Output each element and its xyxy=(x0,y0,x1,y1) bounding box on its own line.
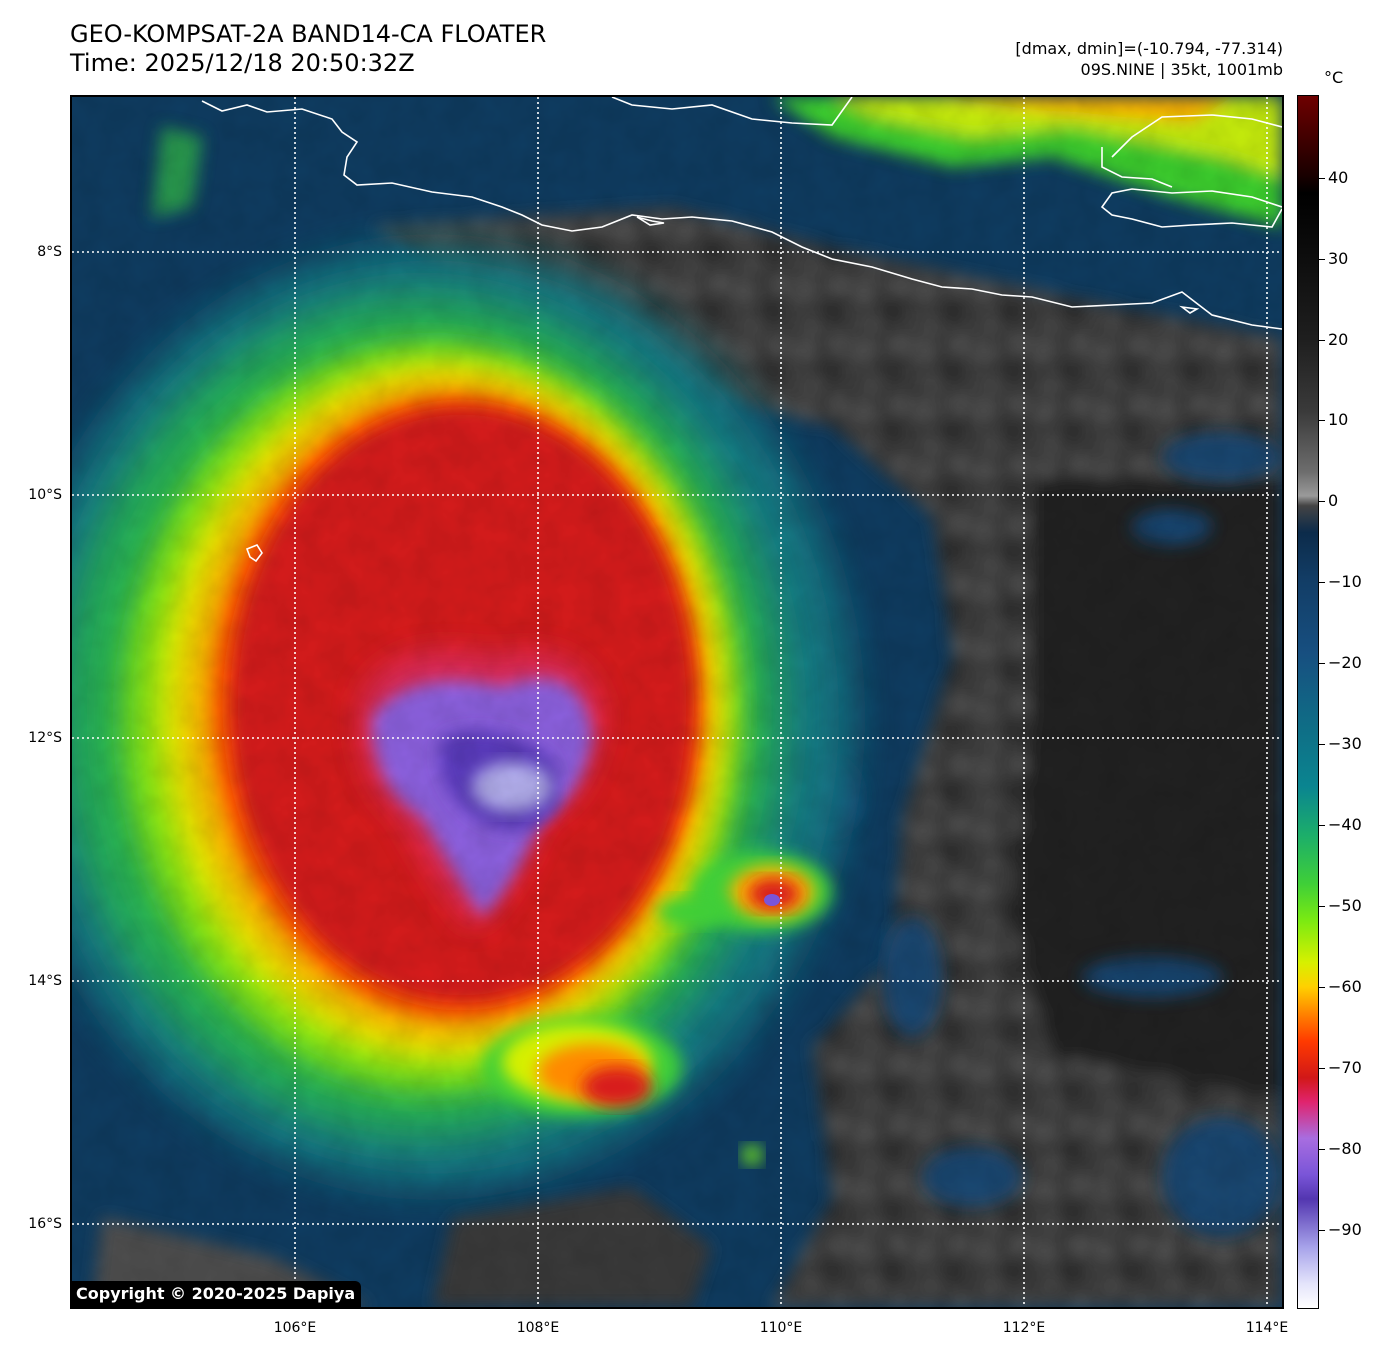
infrared-imagery xyxy=(72,97,1282,1307)
colorbar-label: 0 xyxy=(1328,491,1339,510)
storm-summary: 09S.NINE | 35kt, 1001mb xyxy=(1080,60,1283,79)
lon-label-106e: 106°E xyxy=(273,1320,317,1336)
colorbar-label: −10 xyxy=(1328,572,1362,591)
colorbar-label: −40 xyxy=(1328,815,1362,834)
observation-time: Time: 2025/12/18 20:50:32Z xyxy=(70,49,415,77)
colorbar-label: 40 xyxy=(1328,168,1349,187)
colorbar-tick xyxy=(1319,1149,1325,1150)
colorbar-tick xyxy=(1319,825,1325,826)
lat-label-8s: 8°S xyxy=(37,244,62,260)
colorbar-label: 30 xyxy=(1328,249,1349,268)
colorbar-label: −80 xyxy=(1328,1139,1362,1158)
colorbar-tick xyxy=(1319,987,1325,988)
colorbar-label: −30 xyxy=(1328,734,1362,753)
satellite-map[interactable] xyxy=(70,95,1284,1309)
colorbar-label: 10 xyxy=(1328,410,1349,429)
lat-label-14s: 14°S xyxy=(28,973,62,989)
copyright-notice: Copyright © 2020-2025 Dapiya xyxy=(70,1281,362,1307)
lon-label-110e: 110°E xyxy=(759,1320,803,1336)
colorbar-label: 20 xyxy=(1328,330,1349,349)
lat-label-12s: 12°S xyxy=(28,730,62,746)
colorbar-tick xyxy=(1319,1230,1325,1231)
colorbar-tick xyxy=(1319,501,1325,502)
colorbar-tick xyxy=(1319,663,1325,664)
lat-label-10s: 10°S xyxy=(28,487,62,503)
lat-label-16s: 16°S xyxy=(28,1216,62,1232)
dmax-dmin-readout: [dmax, dmin]=(-10.794, -77.314) xyxy=(1015,39,1283,58)
convective-cluster-south xyxy=(482,1017,762,1165)
colorbar-tick xyxy=(1319,744,1325,745)
colorbar-label: −70 xyxy=(1328,1058,1362,1077)
satellite-title: GEO-KOMPSAT-2A BAND14-CA FLOATER xyxy=(70,20,547,48)
colorbar-tick xyxy=(1319,1068,1325,1069)
colorbar-unit: °C xyxy=(1324,68,1344,87)
colorbar-label: −20 xyxy=(1328,653,1362,672)
lon-label-112e: 112°E xyxy=(1002,1320,1046,1336)
colorbar-tick xyxy=(1319,178,1325,179)
lon-label-108e: 108°E xyxy=(516,1320,560,1336)
coastlines xyxy=(201,97,1282,563)
convective-cell-east xyxy=(657,852,832,932)
colorbar-tick xyxy=(1319,340,1325,341)
cyclone-cloud-shield xyxy=(72,97,1282,1307)
temperature-colorbar xyxy=(1297,95,1319,1309)
lon-label-114e: 114°E xyxy=(1245,1320,1289,1336)
colorbar-tick xyxy=(1319,906,1325,907)
colorbar-tick xyxy=(1319,582,1325,583)
colorbar-label: −50 xyxy=(1328,896,1362,915)
colorbar-tick xyxy=(1319,259,1325,260)
map-title-block: GEO-KOMPSAT-2A BAND14-CA FLOATER Time: 2… xyxy=(70,20,546,78)
colorbar-label: −90 xyxy=(1328,1220,1362,1239)
colorbar-tick xyxy=(1319,420,1325,421)
graticule xyxy=(72,97,1282,1307)
colorbar-label: −60 xyxy=(1328,977,1362,996)
storm-info-block: [dmax, dmin]=(-10.794, -77.314) 09S.NINE… xyxy=(1015,38,1283,80)
